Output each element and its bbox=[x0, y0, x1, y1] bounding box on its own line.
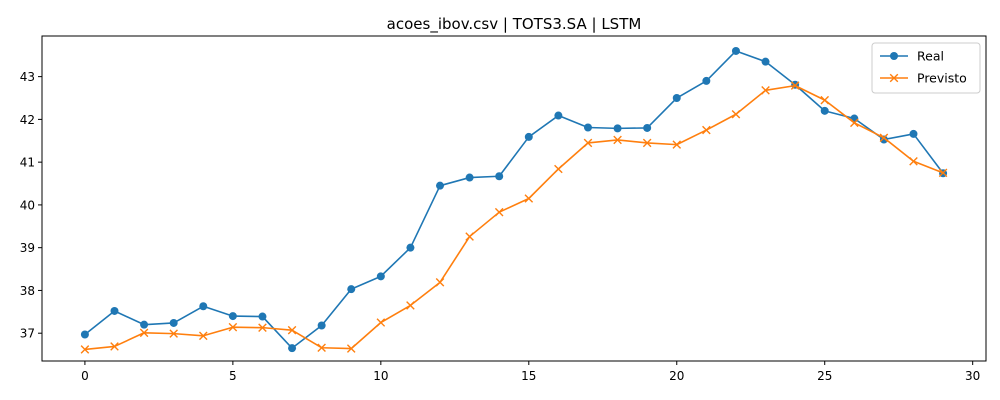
data-point bbox=[614, 124, 622, 132]
data-point bbox=[288, 344, 296, 352]
data-point bbox=[406, 244, 414, 252]
data-point bbox=[643, 124, 651, 132]
x-tick-label: 5 bbox=[229, 369, 237, 383]
x-tick-label: 15 bbox=[521, 369, 536, 383]
y-tick-label: 37 bbox=[20, 327, 35, 341]
y-tick-label: 38 bbox=[20, 284, 35, 298]
y-tick-label: 41 bbox=[20, 156, 35, 170]
legend: Real Previsto bbox=[872, 43, 980, 93]
data-point bbox=[258, 313, 266, 321]
data-point bbox=[436, 182, 444, 190]
data-point bbox=[909, 130, 917, 138]
data-point bbox=[229, 312, 237, 320]
data-point bbox=[170, 319, 178, 327]
data-point bbox=[702, 77, 710, 85]
data-point bbox=[199, 302, 207, 310]
legend-label: Real bbox=[917, 49, 944, 64]
data-point bbox=[821, 107, 829, 115]
data-point bbox=[347, 285, 355, 293]
data-point bbox=[140, 321, 148, 329]
x-tick-label: 25 bbox=[817, 369, 832, 383]
data-point bbox=[466, 174, 474, 182]
data-point bbox=[525, 133, 533, 141]
legend-marker bbox=[890, 52, 898, 60]
data-point bbox=[377, 272, 385, 280]
y-tick-label: 39 bbox=[20, 241, 35, 255]
data-point bbox=[81, 330, 89, 338]
x-tick-label: 20 bbox=[669, 369, 684, 383]
y-tick-label: 42 bbox=[20, 113, 35, 127]
data-point bbox=[673, 94, 681, 102]
y-tick-label: 43 bbox=[20, 70, 35, 84]
data-point bbox=[762, 58, 770, 66]
x-tick-label: 0 bbox=[81, 369, 89, 383]
x-tick-label: 10 bbox=[373, 369, 388, 383]
data-point bbox=[495, 172, 503, 180]
data-point bbox=[111, 307, 119, 315]
legend-label: Previsto bbox=[917, 71, 967, 86]
y-tick-label: 40 bbox=[20, 198, 35, 212]
data-point bbox=[554, 112, 562, 120]
data-point bbox=[318, 322, 326, 330]
data-point bbox=[584, 124, 592, 132]
data-point bbox=[732, 47, 740, 55]
x-tick-label: 30 bbox=[965, 369, 980, 383]
chart-title: acoes_ibov.csv | TOTS3.SA | LSTM bbox=[387, 15, 642, 34]
